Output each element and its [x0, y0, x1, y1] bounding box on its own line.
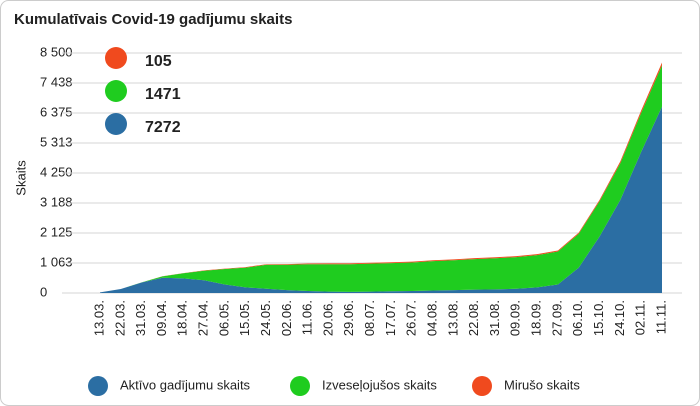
x-tick-label: 26.07. — [404, 300, 419, 336]
y-tick-label: 6 375 — [40, 104, 73, 119]
x-tick-label: 29.06. — [341, 300, 356, 336]
y-tick-label: 3 188 — [40, 194, 73, 209]
x-tick-label: 09.09. — [508, 300, 523, 336]
x-tick-label: 22.08. — [466, 300, 481, 336]
x-tick-label: 24.10. — [612, 300, 627, 336]
x-tick-label: 24.05. — [258, 300, 273, 336]
annotation-value: 105 — [145, 53, 172, 70]
x-tick-label: 31.03. — [133, 300, 148, 336]
x-tick-label: 15.05. — [237, 300, 252, 336]
legend-label: Mirušo skaits — [504, 377, 580, 392]
x-tick-label: 18.09. — [529, 300, 544, 336]
x-tick-label: 02.06. — [279, 300, 294, 336]
y-axis-label: Skaits — [13, 160, 28, 196]
legend-label: Izveseļojušos skaits — [322, 377, 437, 392]
x-tick-label: 31.08. — [487, 300, 502, 336]
y-tick-label: 1 063 — [40, 254, 73, 269]
annotation-value: 7272 — [145, 119, 181, 136]
x-tick-label: 06.10. — [570, 300, 585, 336]
legend-marker — [290, 376, 310, 396]
y-tick-label: 0 — [40, 284, 47, 299]
x-tick-label: 20.06. — [320, 300, 335, 336]
x-tick-label: 11.11. — [653, 300, 668, 334]
x-tick-label: 09.04. — [154, 300, 169, 336]
x-tick-label: 18.04. — [175, 300, 190, 336]
y-tick-label: 5 313 — [40, 134, 73, 149]
x-tick-label: 15.10. — [591, 300, 606, 336]
y-tick-label: 4 250 — [40, 164, 73, 179]
x-tick-label: 22.03. — [112, 300, 127, 336]
annotation-value: 1471 — [145, 86, 181, 103]
legend-marker — [472, 376, 492, 396]
x-tick-label: 27.04. — [196, 300, 211, 336]
annotation-dot — [105, 80, 127, 102]
x-tick-label: 02.11. — [633, 300, 648, 335]
area — [100, 106, 662, 293]
annotation-dot — [105, 113, 127, 135]
legend-label: Aktīvo gadījumu skaits — [120, 377, 251, 392]
chart-title: Kumulatīvais Covid-19 gadījumu skaits — [14, 11, 292, 28]
annotation-dot — [105, 47, 127, 69]
y-tick-label: 8 500 — [40, 44, 73, 59]
x-tick-label: 13.03. — [91, 300, 106, 336]
x-tick-label: 13.08. — [445, 300, 460, 336]
legend-marker — [88, 376, 108, 396]
x-tick-label: 08.07. — [362, 300, 377, 336]
y-tick-label: 2 125 — [40, 224, 73, 239]
y-tick-label: 7 438 — [40, 74, 73, 89]
x-tick-label: 27.09. — [549, 300, 564, 336]
x-tick-label: 04.08. — [424, 300, 439, 336]
x-tick-label: 11.06. — [300, 300, 315, 335]
x-tick-label: 17.07. — [383, 300, 398, 336]
x-tick-label: 06.05. — [216, 300, 231, 336]
